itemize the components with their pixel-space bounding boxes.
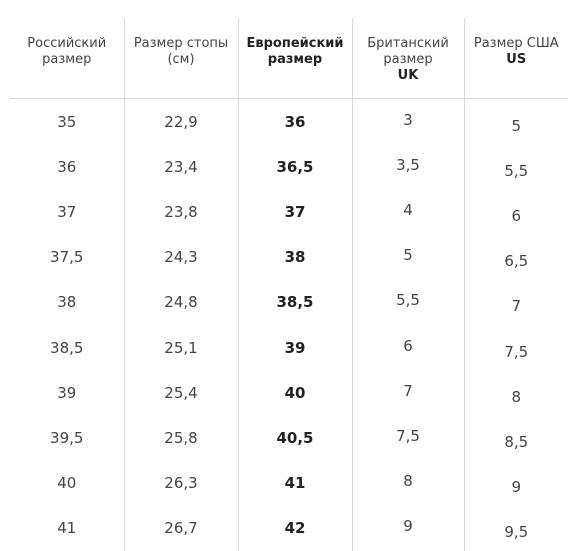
cell-european-size: 37: [238, 189, 353, 235]
cell-russian-size: 36: [10, 144, 125, 190]
header-russian-size: Российский размер: [10, 18, 125, 99]
cell-russian-size: 39,5: [10, 415, 125, 461]
cell-european-size: 40,5: [238, 415, 353, 461]
cell-us-size: 9: [511, 478, 522, 497]
cell-russian-size: 40: [10, 460, 125, 506]
cell-european-size: 36: [238, 98, 353, 145]
header-british-size-unit: UK: [397, 68, 419, 83]
cell-foot-length: 24,3: [124, 234, 239, 280]
cell-russian-size: 41: [10, 505, 125, 551]
header-european-size: Европейский размер: [238, 18, 353, 99]
table-row: 35 22,9 36 3 5: [10, 98, 568, 145]
header-us-size-unit: US: [506, 52, 527, 67]
table-row: 38,5 25,1 39 6 7,5: [10, 324, 568, 371]
table-row: 38 24,8 38,5 5,5 7: [10, 279, 568, 325]
header-row: Российский размер Размер стопы (см) Евро…: [10, 18, 568, 99]
cell-european-size: 38: [238, 234, 353, 280]
cell-us-size: 6: [511, 206, 522, 225]
cell-european-size: 42: [238, 505, 353, 551]
header-british-size-label: Британский размер: [367, 36, 449, 67]
cell-russian-size: 35: [10, 98, 125, 145]
cell-us-size: 7,5: [504, 342, 529, 361]
table-row: 39,5 25,8 40,5 7,5 8,5: [10, 415, 568, 461]
cell-british-size: 8: [352, 460, 465, 506]
cell-foot-length: 26,7: [124, 505, 239, 551]
table-row: 39 25,4 40 7 8: [10, 370, 568, 416]
cell-us-size: 5: [511, 116, 522, 135]
cell-us-size: 6,5: [504, 252, 529, 271]
cell-british-size: 6: [352, 324, 465, 371]
table-row: 37,5 24,3 38 5 6,5: [10, 234, 568, 280]
table-body: 35 22,9 36 3 5 36 23,4 36,5 3,5 5,5 37 23,8 37 4 6 37,5…: [10, 98, 568, 551]
header-british-size: Британский размер UK: [352, 18, 465, 99]
cell-british-size: 3,5: [352, 144, 465, 190]
cell-british-size: 5,5: [352, 279, 465, 325]
table-row: 41 26,7 42 9 9,5: [10, 505, 568, 551]
cell-russian-size: 38,5: [10, 324, 125, 371]
cell-russian-size: 37: [10, 189, 125, 235]
cell-us-size: 9,5: [504, 523, 529, 542]
table-row: 40 26,3 41 8 9: [10, 460, 568, 506]
cell-us-size: 8,5: [504, 432, 529, 451]
header-us-size-label: Размер США: [473, 36, 559, 51]
cell-russian-size: 39: [10, 370, 125, 416]
table-header: Российский размер Размер стопы (см) Евро…: [10, 18, 568, 99]
cell-european-size: 38,5: [238, 279, 353, 325]
cell-foot-length: 25,8: [124, 415, 239, 461]
cell-european-size: 36,5: [238, 144, 353, 190]
cell-european-size: 39: [238, 324, 353, 371]
cell-foot-length: 23,4: [124, 144, 239, 190]
table-row: 37 23,8 37 4 6: [10, 189, 568, 235]
cell-british-size: 7,5: [352, 415, 465, 461]
cell-foot-length: 26,3: [124, 460, 239, 506]
header-foot-length: Размер стопы (см): [124, 18, 239, 99]
cell-british-size: 4: [352, 189, 465, 235]
cell-british-size: 7: [352, 370, 465, 416]
cell-british-size: 5: [352, 234, 465, 280]
cell-british-size: 9: [352, 505, 465, 551]
cell-british-size: 3: [352, 98, 465, 145]
cell-foot-length: 25,4: [124, 370, 239, 416]
cell-european-size: 40: [238, 370, 353, 416]
cell-us-size: 7: [511, 297, 522, 316]
size-conversion-table: Российский размер Размер стопы (см) Евро…: [10, 18, 568, 551]
cell-foot-length: 24,8: [124, 279, 239, 325]
cell-foot-length: 25,1: [124, 324, 239, 371]
cell-foot-length: 23,8: [124, 189, 239, 235]
table-row: 36 23,4 36,5 3,5 5,5: [10, 144, 568, 190]
cell-russian-size: 38: [10, 279, 125, 325]
cell-us-size: 8: [511, 387, 522, 406]
cell-foot-length: 22,9: [124, 98, 239, 145]
cell-russian-size: 37,5: [10, 234, 125, 280]
cell-european-size: 41: [238, 460, 353, 506]
cell-us-size: 5,5: [504, 161, 529, 180]
header-us-size: Размер США US: [464, 18, 568, 99]
